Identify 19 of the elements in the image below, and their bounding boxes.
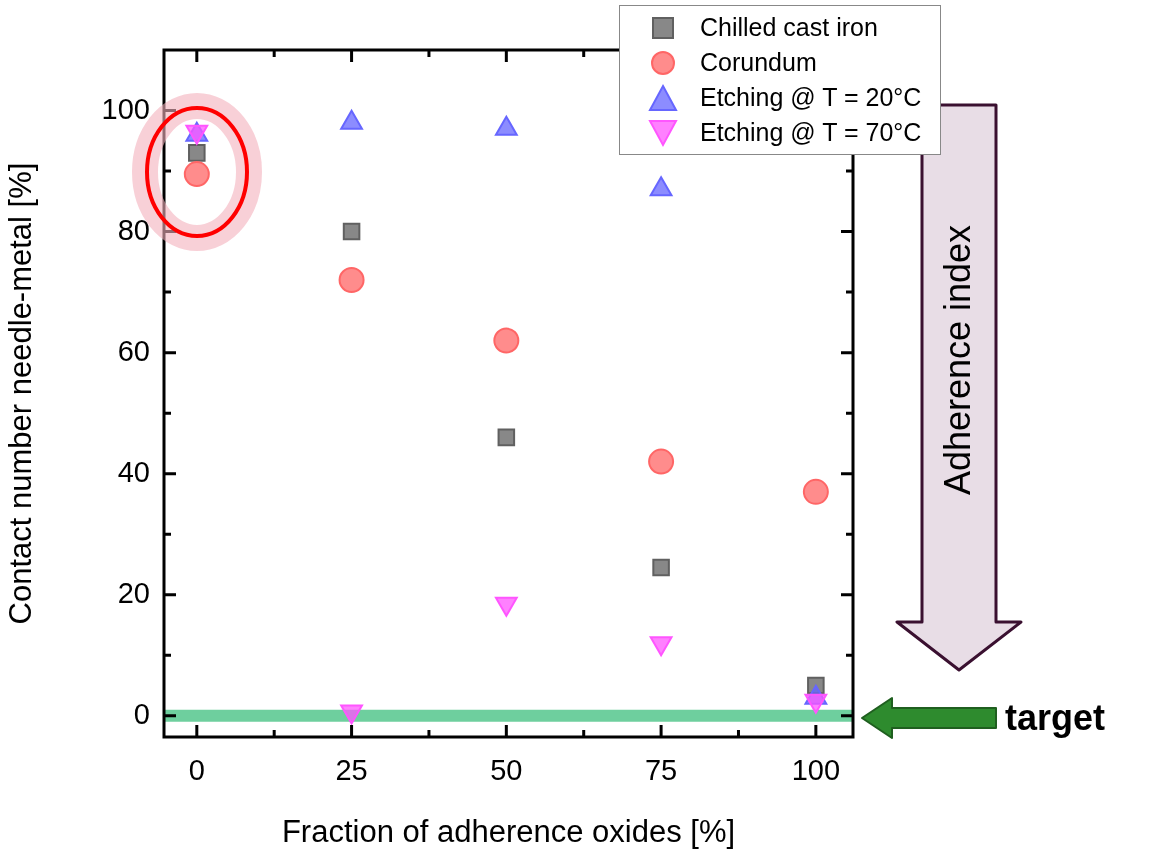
- y-tick-label: 80: [117, 213, 150, 246]
- text: Adherence index: [937, 224, 979, 496]
- legend-label: Etching @ T = 70°C: [700, 118, 922, 147]
- x-tick-label: 50: [490, 754, 523, 787]
- x-tick-label: 75: [644, 754, 678, 787]
- x-tick-label: 25: [335, 754, 368, 787]
- y-tick-label: 100: [101, 92, 150, 125]
- x-tick-label: 0: [188, 754, 205, 787]
- legend-label: Etching @ T = 20°C: [700, 83, 922, 112]
- x-axis-title: Fraction of adherence oxides [%]: [281, 813, 736, 849]
- legend-label: Corundum: [700, 48, 817, 77]
- y-tick-label: 40: [117, 455, 150, 488]
- y-tick-label: 0: [133, 697, 150, 730]
- y-tick-label: 20: [117, 576, 150, 609]
- y-axis-title: Contact number needle-metal [%]: [3, 162, 39, 625]
- text: target: [1005, 697, 1106, 739]
- x-tick-label: 100: [791, 754, 841, 787]
- y-tick-label: 60: [117, 334, 150, 367]
- legend-label: Chilled cast iron: [700, 13, 878, 42]
